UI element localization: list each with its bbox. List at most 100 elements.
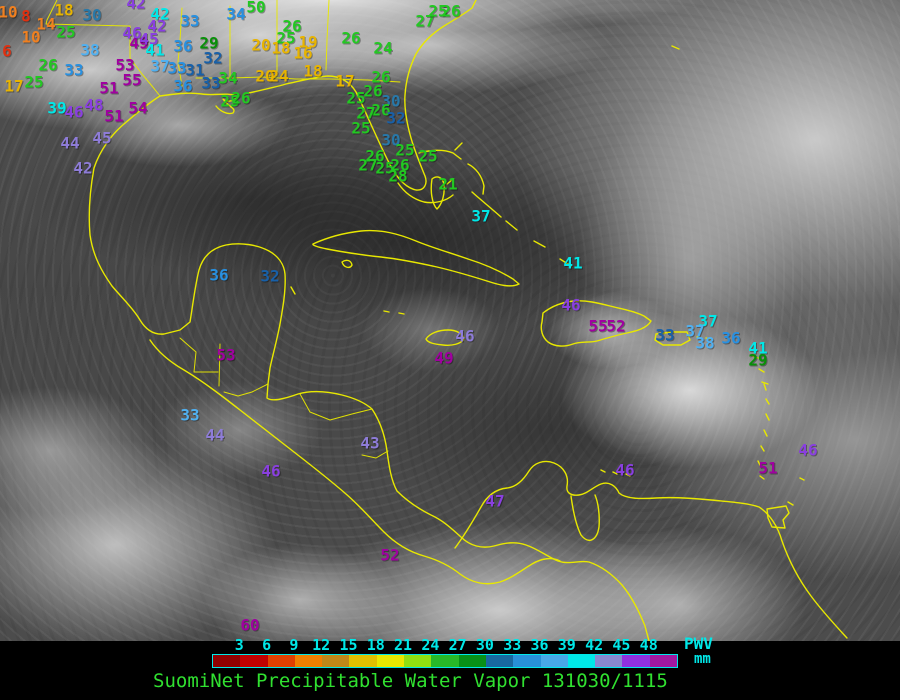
pwv-station-value: 49 [129,33,149,53]
pwv-station-value: 18 [271,38,291,58]
colorbar-segment [322,655,350,667]
pwv-station-value: 20 [255,66,275,86]
pwv-station-value: 10 [21,27,41,47]
pwv-station-value: 37 [471,206,491,226]
colorbar-segment [240,655,268,667]
colorbar-tick-label: 45 [612,636,631,654]
colorbar-segment [485,655,514,667]
border-central-america [179,337,389,459]
pwv-station-value: 38 [695,333,715,353]
colorbar-tick-label: 21 [394,636,413,654]
coast-jamaica [425,329,465,346]
pwv-unit-label: mm [694,651,711,667]
pwv-station-value: 28 [388,166,408,186]
pwv-station-value: 31 [185,60,205,80]
colorbar-tick-label: 39 [557,636,576,654]
pwv-station-value: 26 [341,28,361,48]
colorbar-tick-label: 12 [312,636,331,654]
coast-florida-keys [397,182,454,204]
colorbar-segment [458,655,486,667]
pwv-station-value: 55 [588,316,608,336]
pwv-station-value: 46 [261,461,281,481]
coast-bahamas [418,142,572,267]
pwv-station-value: 42 [150,4,170,24]
pwv-unit-title: PWV [684,634,713,653]
colorbar-segment [622,655,650,667]
pwv-station-value: 25 [375,158,395,178]
pwv-station-value: 24 [269,66,289,86]
pwv-station-value: 27 [358,155,378,175]
pwv-station-value: 24 [373,38,393,58]
coast-gulf-centralamerica [88,92,650,641]
pwv-station-value: 32 [386,108,406,128]
pwv-station-value: 25 [220,91,240,111]
colorbar-segment [404,655,432,667]
pwv-station-value: 25 [351,118,371,138]
pwv-station-value: 29 [199,33,219,53]
pwv-station-value: 37 [685,321,705,341]
pwv-station-value: 36 [173,36,193,56]
coast-isla-juventud [341,259,353,269]
pwv-station-value: 33 [180,405,200,425]
pwv-station-value: 41 [145,40,165,60]
pwv-station-value: 33 [201,73,221,93]
pwv-station-value: 17 [335,71,355,91]
pwv-station-value: 16 [293,43,313,63]
pwv-station-value: 46 [64,102,84,122]
pwv-station-value: 53 [216,345,236,365]
pwv-station-value: 26 [363,81,383,101]
pwv-station-value: 38 [80,40,100,60]
coast-cuba [312,229,520,287]
pwv-station-value: 52 [606,316,626,336]
pwv-station-value: 26 [371,100,391,120]
pwv-station-value: 46 [561,295,581,315]
pwv-station-value: 33 [655,325,675,345]
colorbar-segment [540,655,568,667]
coast-florida [243,0,477,191]
pwv-station-value: 37 [698,311,718,331]
pwv-station-value: 25 [276,28,296,48]
border-us-states [45,0,401,97]
pwv-station-value: 27 [356,103,376,123]
coast-small-islands [290,45,711,477]
pwv-station-value: 46 [798,440,818,460]
pwv-stations-layer: 10 8 14 10 6 18 30 25 38 26 33 17 25 39 46 48 51 55 53 49 46… [0,0,818,635]
pwv-station-value: 20 [251,35,271,55]
pwv-station-value: 25 [418,146,438,166]
colorbar-segment [213,655,241,667]
colorbar-segment [294,655,323,667]
colorbar-tick-label: 30 [475,636,494,654]
pwv-station-value: 36 [721,328,741,348]
coastline-overlay [45,0,848,641]
pwv-station-value: 17 [4,76,24,96]
pwv-station-value: 26 [441,1,461,21]
pwv-station-value: 49 [434,348,454,368]
pwv-station-value: 29 [748,350,768,370]
colorbar-tick-label: 18 [366,636,385,654]
colorbar-tick-label: 3 [234,636,244,654]
pwv-station-value: 25 [56,22,76,42]
pwv-station-value: 26 [365,146,385,166]
pwv-station-value: 41 [563,253,583,273]
pwv-station-value: 32 [260,266,280,286]
pwv-station-value: 25 [24,72,44,92]
colorbar-tick-label: 6 [262,636,272,654]
pwv-station-value: 30 [82,5,102,25]
pwv-station-value: 26 [282,16,302,36]
coast-pacific [149,339,561,585]
pwv-station-value: 27 [415,11,435,31]
colorbar-segment [267,655,295,667]
pwv-station-value: 21 [438,174,458,194]
pwv-station-value: 48 [84,95,104,115]
pwv-station-value: 46 [122,23,142,43]
coast-south-america [454,460,848,639]
pwv-station-value: 33 [64,60,84,80]
pwv-station-value: 60 [240,615,260,635]
colorbar-tick-label: 24 [421,636,440,654]
coast-hispaniola [540,300,652,347]
colorbar-segment [649,655,678,667]
pwv-station-value: 34 [218,68,238,88]
caption-text: SuomiNet Precipitable Water Vapor 131030… [153,670,668,692]
coast-lesser-antilles [752,355,805,506]
